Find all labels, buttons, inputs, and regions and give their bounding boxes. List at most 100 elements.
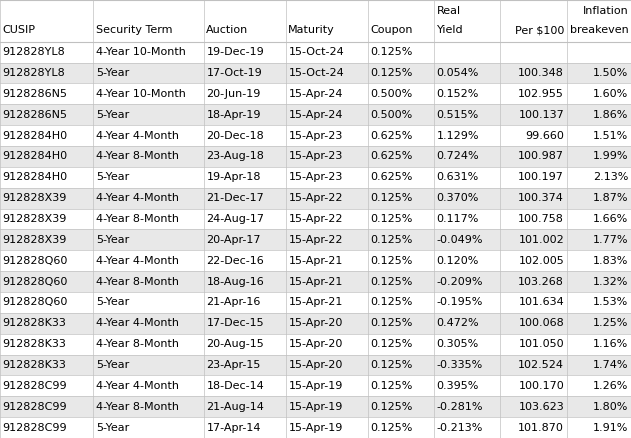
- Text: 2.13%: 2.13%: [593, 172, 628, 182]
- Text: 19-Apr-18: 19-Apr-18: [206, 172, 261, 182]
- Text: 0.305%: 0.305%: [437, 339, 479, 349]
- Text: 912828X39: 912828X39: [3, 214, 67, 224]
- Text: 4-Year 4-Month: 4-Year 4-Month: [96, 256, 179, 266]
- Text: 912828Q60: 912828Q60: [3, 276, 68, 286]
- Text: 1.66%: 1.66%: [593, 214, 628, 224]
- Text: 4-Year 4-Month: 4-Year 4-Month: [96, 131, 179, 141]
- Text: 24-Aug-17: 24-Aug-17: [206, 214, 264, 224]
- Text: 102.005: 102.005: [518, 256, 564, 266]
- Text: 0.515%: 0.515%: [437, 110, 479, 120]
- Bar: [0, 83, 631, 104]
- Text: 15-Apr-23: 15-Apr-23: [288, 131, 343, 141]
- Text: 0.054%: 0.054%: [437, 68, 479, 78]
- Text: 1.74%: 1.74%: [593, 360, 628, 370]
- Text: 101.870: 101.870: [518, 423, 564, 433]
- Bar: [0, 396, 631, 417]
- Text: 1.83%: 1.83%: [593, 256, 628, 266]
- Text: 1.16%: 1.16%: [593, 339, 628, 349]
- Text: 103.623: 103.623: [518, 402, 564, 412]
- Text: 1.53%: 1.53%: [593, 297, 628, 307]
- Text: Coupon: Coupon: [370, 25, 413, 35]
- Text: 4-Year 4-Month: 4-Year 4-Month: [96, 381, 179, 391]
- Text: 1.87%: 1.87%: [593, 193, 628, 203]
- Text: 4-Year 8-Month: 4-Year 8-Month: [96, 214, 179, 224]
- Text: 5-Year: 5-Year: [96, 68, 129, 78]
- Text: 912828YL8: 912828YL8: [3, 68, 65, 78]
- Text: 15-Apr-22: 15-Apr-22: [288, 214, 343, 224]
- Text: 15-Apr-20: 15-Apr-20: [288, 318, 343, 328]
- Text: breakeven: breakeven: [570, 25, 628, 35]
- Text: 0.125%: 0.125%: [370, 68, 413, 78]
- Text: -0.049%: -0.049%: [437, 235, 483, 245]
- Text: 21-Aug-14: 21-Aug-14: [206, 402, 264, 412]
- Text: 9128284H0: 9128284H0: [3, 152, 68, 162]
- Text: 1.50%: 1.50%: [593, 68, 628, 78]
- Text: 912828K33: 912828K33: [3, 360, 66, 370]
- Text: 23-Apr-15: 23-Apr-15: [206, 360, 261, 370]
- Text: Security Term: Security Term: [96, 25, 172, 35]
- Text: -0.335%: -0.335%: [437, 360, 483, 370]
- Text: 4-Year 8-Month: 4-Year 8-Month: [96, 276, 179, 286]
- Text: 101.050: 101.050: [519, 339, 564, 349]
- Text: 912828Q60: 912828Q60: [3, 256, 68, 266]
- Text: 100.137: 100.137: [518, 110, 564, 120]
- Text: 100.374: 100.374: [518, 193, 564, 203]
- Text: 0.125%: 0.125%: [370, 193, 413, 203]
- Text: 0.395%: 0.395%: [437, 381, 479, 391]
- Text: 100.197: 100.197: [518, 172, 564, 182]
- Text: Real: Real: [437, 7, 461, 17]
- Text: 4-Year 10-Month: 4-Year 10-Month: [96, 89, 186, 99]
- Text: 912828X39: 912828X39: [3, 235, 67, 245]
- Text: Per $100: Per $100: [515, 25, 564, 35]
- Text: 4-Year 8-Month: 4-Year 8-Month: [96, 402, 179, 412]
- Bar: [0, 63, 631, 83]
- Text: 0.125%: 0.125%: [370, 381, 413, 391]
- Text: Yield: Yield: [437, 25, 463, 35]
- Text: 0.125%: 0.125%: [370, 402, 413, 412]
- Text: 23-Aug-18: 23-Aug-18: [206, 152, 264, 162]
- Text: 15-Apr-23: 15-Apr-23: [288, 152, 343, 162]
- Text: 20-Dec-18: 20-Dec-18: [206, 131, 264, 141]
- Text: 0.625%: 0.625%: [370, 131, 413, 141]
- Text: 100.987: 100.987: [518, 152, 564, 162]
- Text: 21-Dec-17: 21-Dec-17: [206, 193, 264, 203]
- Text: 15-Apr-20: 15-Apr-20: [288, 360, 343, 370]
- Text: 15-Apr-19: 15-Apr-19: [288, 402, 343, 412]
- Text: 102.524: 102.524: [518, 360, 564, 370]
- Text: 19-Dec-19: 19-Dec-19: [206, 47, 264, 57]
- Text: 18-Apr-19: 18-Apr-19: [206, 110, 261, 120]
- Text: 20-Jun-19: 20-Jun-19: [206, 89, 261, 99]
- Text: 1.86%: 1.86%: [593, 110, 628, 120]
- Text: 103.268: 103.268: [518, 276, 564, 286]
- Text: 1.91%: 1.91%: [593, 423, 628, 433]
- Text: 0.625%: 0.625%: [370, 152, 413, 162]
- Text: 0.370%: 0.370%: [437, 193, 479, 203]
- Text: 1.32%: 1.32%: [593, 276, 628, 286]
- Text: 100.348: 100.348: [518, 68, 564, 78]
- Text: 912828X39: 912828X39: [3, 193, 67, 203]
- Text: 0.125%: 0.125%: [370, 214, 413, 224]
- Text: -0.209%: -0.209%: [437, 276, 483, 286]
- Text: 0.500%: 0.500%: [370, 110, 413, 120]
- Text: -0.195%: -0.195%: [437, 297, 483, 307]
- Text: 4-Year 4-Month: 4-Year 4-Month: [96, 193, 179, 203]
- Text: 5-Year: 5-Year: [96, 235, 129, 245]
- Text: 5-Year: 5-Year: [96, 110, 129, 120]
- Bar: [0, 375, 631, 396]
- Text: 0.120%: 0.120%: [437, 256, 479, 266]
- Text: 15-Apr-22: 15-Apr-22: [288, 235, 343, 245]
- Text: 0.125%: 0.125%: [370, 339, 413, 349]
- Text: 101.634: 101.634: [518, 297, 564, 307]
- Text: 0.125%: 0.125%: [370, 360, 413, 370]
- Bar: [0, 0, 631, 42]
- Text: 15-Apr-19: 15-Apr-19: [288, 381, 343, 391]
- Text: 15-Apr-24: 15-Apr-24: [288, 110, 343, 120]
- Text: 22-Dec-16: 22-Dec-16: [206, 256, 264, 266]
- Text: 5-Year: 5-Year: [96, 360, 129, 370]
- Text: 17-Dec-15: 17-Dec-15: [206, 318, 264, 328]
- Text: 0.125%: 0.125%: [370, 297, 413, 307]
- Text: 912828C99: 912828C99: [3, 423, 67, 433]
- Text: 4-Year 4-Month: 4-Year 4-Month: [96, 318, 179, 328]
- Text: 0.500%: 0.500%: [370, 89, 413, 99]
- Text: 17-Oct-19: 17-Oct-19: [206, 68, 262, 78]
